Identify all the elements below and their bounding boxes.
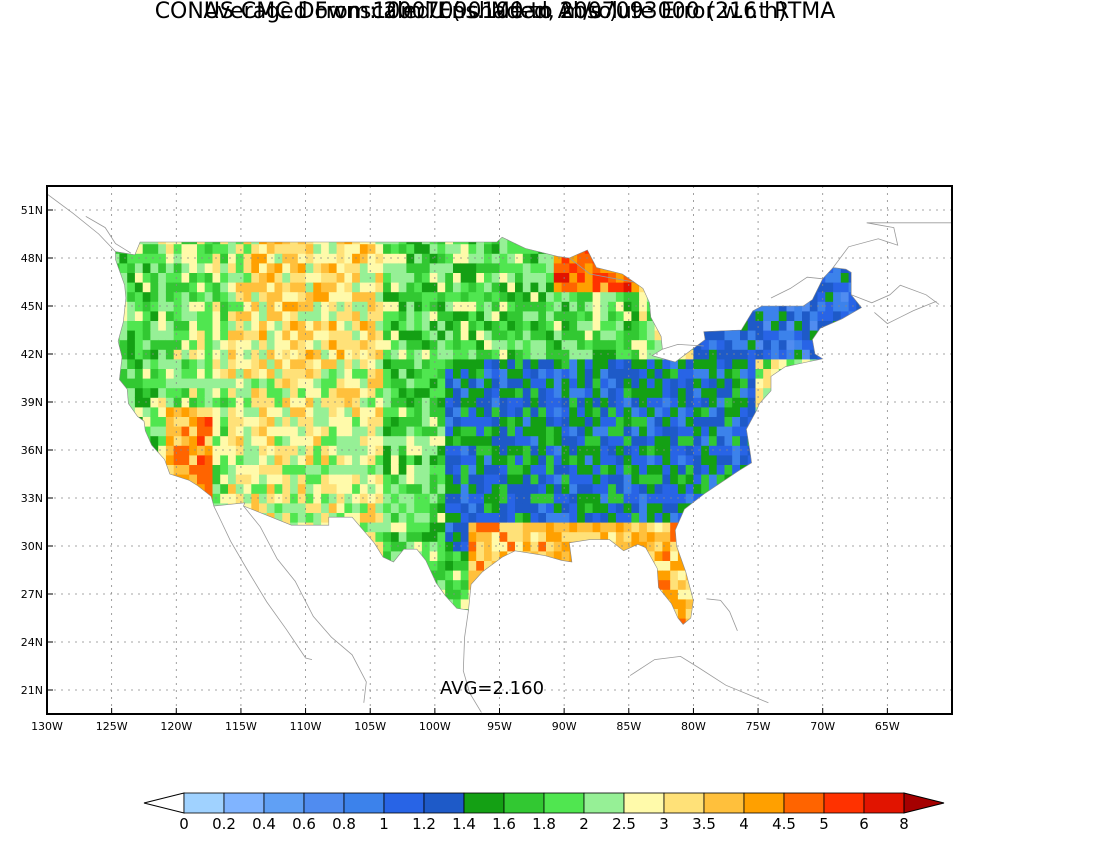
colorbar-label: 1.6	[492, 815, 516, 833]
y-tick-label: 27N	[21, 588, 43, 601]
coastline-segment	[832, 222, 952, 268]
y-tick-label: 39N	[21, 396, 43, 409]
error-field	[115, 237, 862, 625]
title-line-3: Averaged From: 2007090100 to 2007093000 …	[203, 0, 787, 24]
colorbar-bin	[743, 792, 785, 814]
coastline-segment	[85, 216, 132, 254]
y-tick-label: 36N	[21, 444, 43, 457]
colorbar-label: 4.5	[772, 815, 796, 833]
colorbar-bin	[423, 792, 465, 814]
colorbar-bin	[583, 792, 625, 814]
colorbar-label: 4	[739, 815, 749, 833]
y-tick-label: 48N	[21, 252, 43, 265]
colorbar-label: 2	[579, 815, 589, 833]
x-tick-label: 115W	[225, 720, 257, 733]
latitude-axis: 21N 24N 27N 30N 33N 36N 39N 42N 45N 48N 51N	[21, 204, 53, 697]
x-tick-label: 70W	[810, 720, 835, 733]
colorbar-bin	[183, 792, 225, 814]
colorbar-label: 0.2	[212, 815, 236, 833]
colorbar-bin	[503, 792, 545, 814]
coastline-segment	[851, 284, 940, 305]
y-tick-label: 51N	[21, 204, 43, 217]
colorbar-label: 0.8	[332, 815, 356, 833]
x-tick-label: 125W	[96, 720, 128, 733]
colorbar-label: 0.4	[252, 815, 276, 833]
x-tick-label: 110W	[290, 720, 322, 733]
y-tick-label: 21N	[21, 684, 43, 697]
colorbar-label: 3	[659, 815, 669, 833]
x-tick-label: 100W	[419, 720, 451, 733]
y-tick-label: 30N	[21, 540, 43, 553]
colorbar-label: 0	[179, 815, 189, 833]
y-tick-label: 42N	[21, 348, 43, 361]
coastline-segment	[770, 276, 823, 299]
colorbar-label: 0.6	[292, 815, 316, 833]
colorbar-label: 5	[819, 815, 829, 833]
x-tick-label: 130W	[31, 720, 63, 733]
colorbar-label: 8	[899, 815, 909, 833]
colorbar-bin	[823, 792, 865, 814]
x-tick-label: 80W	[681, 720, 706, 733]
colorbar-bin	[303, 792, 345, 814]
title-line-2: 10m U ( shaded, m/s )	[372, 0, 618, 24]
x-tick-label: 95W	[487, 720, 512, 733]
colorbar-bin	[463, 792, 505, 814]
y-tick-label: 33N	[21, 492, 43, 505]
colorbar-over-arrow	[903, 792, 945, 814]
x-tick-label: 85W	[616, 720, 641, 733]
coastline-segment	[47, 193, 116, 252]
average-label: AVG=2.160	[440, 678, 544, 699]
colorbar-bin	[343, 792, 385, 814]
colorbar-bin	[863, 792, 905, 814]
colorbar-label: 3.5	[692, 815, 716, 833]
y-tick-label: 45N	[21, 300, 43, 313]
colorbar-bin	[223, 792, 265, 814]
colorbar-bin	[703, 792, 745, 814]
x-tick-label: 120W	[160, 720, 192, 733]
x-tick-label: 75W	[746, 720, 771, 733]
x-tick-label: 105W	[354, 720, 386, 733]
colorbar-bin	[263, 792, 305, 814]
colorbar-bin	[543, 792, 585, 814]
x-tick-label: 90W	[552, 720, 577, 733]
colorbar-label: 1.2	[412, 815, 436, 833]
colorbar-bin	[663, 792, 705, 814]
colorbar-label: 1	[379, 815, 389, 833]
y-tick-label: 24N	[21, 636, 43, 649]
colorbar-bin	[623, 792, 665, 814]
colorbar-label: 6	[859, 815, 869, 833]
coastline-segment	[874, 300, 937, 325]
coastline-segment	[662, 343, 704, 350]
longitude-axis: 130W 125W 120W 115W 110W 105W 100W 95W 90W 85W 80W…	[31, 708, 900, 733]
coastline-segment	[629, 655, 769, 704]
conus-outline	[115, 236, 862, 625]
colorbar-label: 2.5	[612, 815, 636, 833]
title-line-1: CONUS CMC Downscaled Ens. Mean Absolute …	[154, 0, 836, 24]
coastlines	[47, 193, 952, 713]
colorbar-under-arrow	[143, 792, 185, 814]
x-tick-label: 65W	[875, 720, 900, 733]
colorbar-label: 1.4	[452, 815, 476, 833]
coastline-segment	[462, 609, 482, 713]
coastline-segment	[569, 257, 635, 283]
colorbar-bin	[383, 792, 425, 814]
coastline-segment	[706, 598, 738, 631]
colorbar-bin	[783, 792, 825, 814]
coastline-segment	[243, 505, 367, 703]
colorbar-label: 1.8	[532, 815, 556, 833]
colorbar: 0 0.2 0.4 0.6 0.8 1 1.2 1.4 1.6 1.8 2 2.5 3 3.5 4 4.5 5 6…	[143, 792, 945, 833]
coastline-segment	[213, 505, 313, 660]
